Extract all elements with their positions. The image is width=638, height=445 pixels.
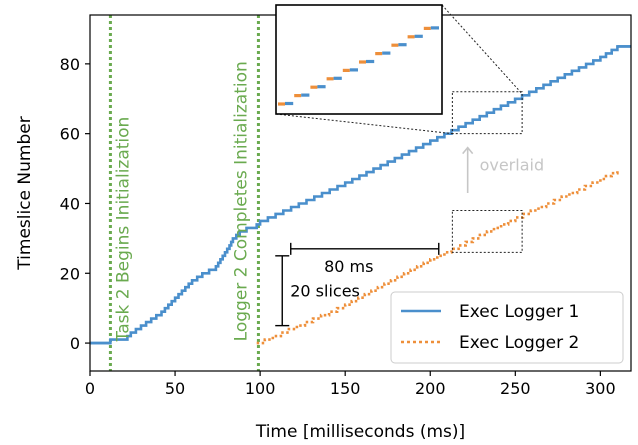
slices-scale-label: 20 slices [290,282,360,301]
legend-label-exec-logger-2: Exec Logger 2 [459,333,579,353]
y-tick-label-20: 20 [60,264,80,283]
legend-box [390,291,624,364]
x-tick-label-150: 150 [330,379,361,398]
vline-1-label: Task 2 Begins Initialization [113,117,133,343]
axes: 0 50 100 150 200 250 300 0 20 40 60 80 Time [millise… [15,14,632,442]
series-line-exec-logger-1 [90,45,631,345]
y-tick-label-0: 0 [70,334,80,353]
inset-connector-bottom [275,113,453,135]
legend-label-exec-logger-1: Exec Logger 1 [459,302,579,322]
x-tick-label-250: 250 [500,379,531,398]
y-axis-label: Timeslice Number [15,116,35,270]
overlay-label: overlaid [480,155,545,174]
y-tick-label-40: 40 [60,194,80,213]
plot-clip-group [90,15,631,371]
time-scale-label: 80 ms [324,257,373,276]
x-tick-label-50: 50 [165,379,185,398]
x-tick-label-300: 300 [585,379,616,398]
x-tick-label-100: 100 [245,379,276,398]
inset-frame [275,4,443,115]
y-tick-label-60: 60 [60,125,80,144]
y-tick-label-80: 80 [60,55,80,74]
plot-area: overlaid 80 ms 20 slices Task 2 Begins Init… [90,15,631,371]
vline-2-label: Logger 2 Completes Initialization [231,61,251,341]
x-tick-label-200: 200 [415,379,446,398]
overlay-arrow-head [462,146,474,155]
x-tick-label-0: 0 [85,379,95,398]
legend: Exec Logger 1 Exec Logger 2 [390,291,624,364]
inset-zoom [275,4,523,135]
x-axis-label: Time [milliseconds (ms)] [255,422,465,442]
